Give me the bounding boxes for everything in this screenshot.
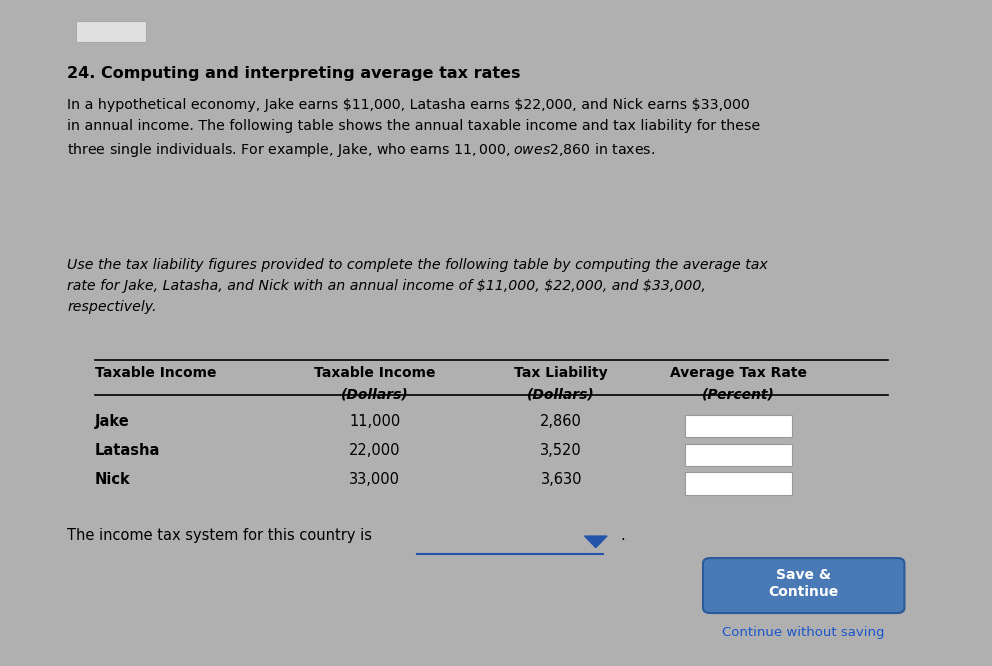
Text: 3,630: 3,630: [541, 472, 582, 487]
FancyBboxPatch shape: [684, 444, 792, 466]
Text: .: .: [620, 528, 625, 543]
FancyBboxPatch shape: [76, 21, 147, 42]
Text: 33,000: 33,000: [349, 472, 401, 487]
Text: The income tax system for this country is: The income tax system for this country i…: [67, 528, 372, 543]
Text: 2,860: 2,860: [541, 414, 582, 429]
Text: Save &
Continue: Save & Continue: [769, 568, 839, 599]
Text: 11,000: 11,000: [349, 414, 401, 429]
Text: Taxable Income: Taxable Income: [314, 366, 435, 380]
Text: Continue without saving: Continue without saving: [722, 626, 885, 639]
Text: Average Tax Rate: Average Tax Rate: [670, 366, 806, 380]
Text: Nick: Nick: [95, 472, 131, 487]
Text: In a hypothetical economy, Jake earns $11,000, Latasha earns $22,000, and Nick e: In a hypothetical economy, Jake earns $1…: [67, 98, 760, 159]
Text: (Dollars): (Dollars): [528, 388, 595, 402]
FancyBboxPatch shape: [703, 558, 905, 613]
Text: 22,000: 22,000: [349, 443, 401, 458]
Text: Tax Liability: Tax Liability: [515, 366, 608, 380]
FancyBboxPatch shape: [684, 415, 792, 437]
Polygon shape: [584, 536, 607, 547]
Text: Taxable Income: Taxable Income: [95, 366, 216, 380]
Text: 24. Computing and interpreting average tax rates: 24. Computing and interpreting average t…: [67, 66, 521, 81]
Text: (Dollars): (Dollars): [341, 388, 409, 402]
Text: (Percent): (Percent): [702, 388, 775, 402]
Text: Latasha: Latasha: [95, 443, 161, 458]
FancyBboxPatch shape: [684, 472, 792, 495]
Text: Jake: Jake: [95, 414, 130, 429]
Text: 3,520: 3,520: [541, 443, 582, 458]
Text: Use the tax liability figures provided to complete the following table by comput: Use the tax liability figures provided t…: [67, 258, 768, 314]
